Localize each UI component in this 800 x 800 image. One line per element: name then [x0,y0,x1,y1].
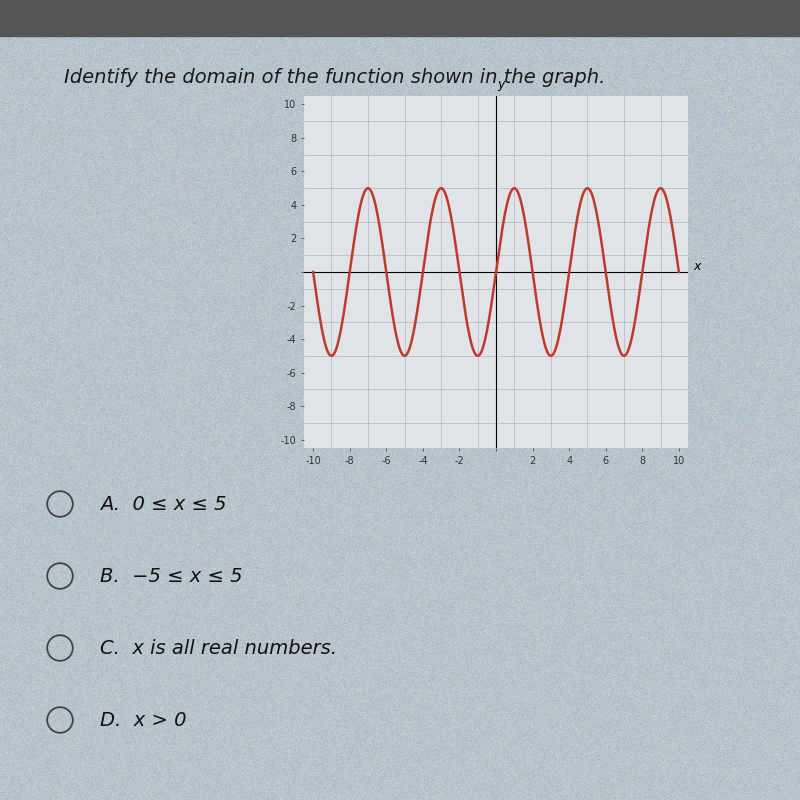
Text: C.  x is all real numbers.: C. x is all real numbers. [100,638,337,658]
Text: B.  −5 ≤ x ≤ 5: B. −5 ≤ x ≤ 5 [100,566,242,586]
Text: x: x [694,261,701,274]
Text: A.  0 ≤ x ≤ 5: A. 0 ≤ x ≤ 5 [100,494,226,514]
Text: y: y [498,78,505,91]
Text: D.  x > 0: D. x > 0 [100,710,186,730]
Text: Identify the domain of the function shown in the graph.: Identify the domain of the function show… [64,68,606,87]
